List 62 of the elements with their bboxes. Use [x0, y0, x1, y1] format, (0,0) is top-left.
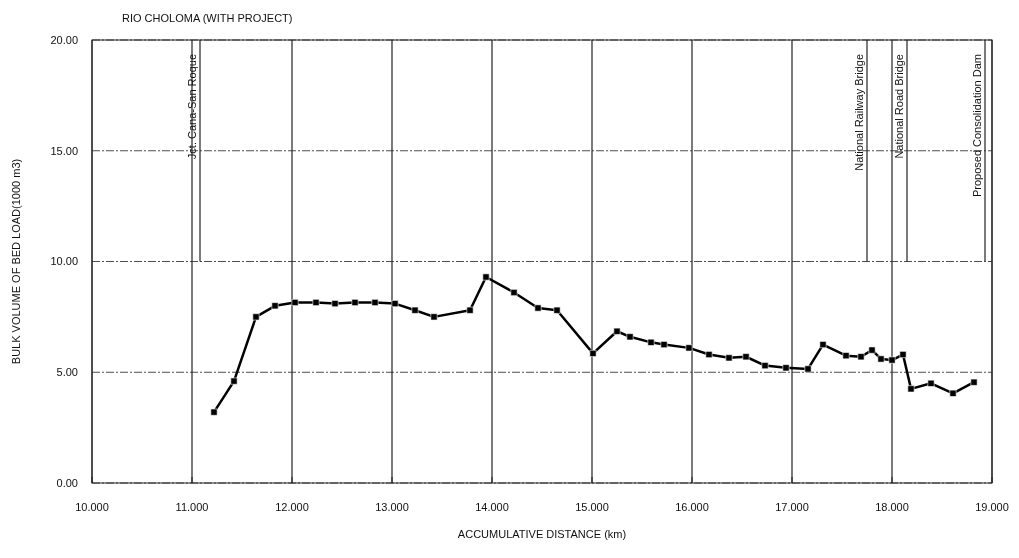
point [230, 377, 238, 385]
point [626, 333, 634, 341]
point [725, 354, 733, 362]
point [351, 299, 359, 306]
point [742, 353, 750, 361]
point [371, 299, 379, 306]
ref-line-label: Jct. Cana-San Roque [186, 54, 198, 160]
x-tick-label: 16.000 [675, 501, 709, 513]
y-tick-label: 5.00 [56, 366, 78, 379]
point [482, 273, 490, 281]
point [868, 346, 876, 354]
point [647, 338, 655, 346]
point [970, 378, 978, 386]
point [589, 349, 597, 357]
ref-line-label: Proposed Consolidation Dam [971, 54, 983, 198]
x-tick-label: 13.000 [375, 501, 409, 513]
point [466, 306, 474, 314]
ref-line-label: National Railway Bridge [853, 54, 865, 171]
point [819, 341, 827, 349]
point [312, 299, 320, 306]
point [685, 344, 693, 352]
point [510, 289, 518, 296]
point [613, 327, 621, 335]
x-tick-label: 12.000 [275, 501, 309, 513]
x-tick-label: 10.000 [75, 501, 109, 513]
point [761, 362, 769, 370]
point [877, 355, 885, 363]
ref-line-label: National Road Bridge [893, 54, 905, 159]
y-tick-label: 0.00 [56, 476, 78, 489]
point [291, 299, 299, 306]
x-tick-label: 19.000 [975, 501, 1009, 513]
point [888, 356, 896, 364]
point [949, 389, 957, 397]
point [430, 313, 438, 321]
y-axis-title: BULK VOLUME OF BED LOAD(1000 m3) [10, 158, 22, 365]
point [907, 385, 915, 393]
x-tick-label: 15.000 [575, 501, 609, 513]
y-tick-label: 10.00 [50, 255, 78, 268]
chart-title: RIO CHOLOMA (WITH PROJECT) [122, 12, 293, 24]
x-tick-label: 18.000 [875, 501, 909, 513]
point [660, 341, 668, 349]
point [411, 306, 419, 314]
y-tick-label: 20.00 [50, 33, 78, 46]
x-tick-label: 14.000 [475, 501, 509, 513]
x-axis-title: ACCUMULATIVE DISTANCE (km) [457, 528, 627, 540]
point [271, 302, 279, 310]
point [705, 351, 713, 358]
point [782, 364, 790, 372]
point [857, 353, 865, 361]
point [842, 352, 850, 360]
point [210, 408, 218, 416]
y-tick-label: 15.00 [50, 144, 78, 157]
point [534, 304, 542, 312]
x-tick-label: 11.000 [175, 501, 209, 513]
point [927, 379, 935, 387]
point [331, 300, 339, 308]
point [804, 365, 812, 373]
point [899, 351, 907, 358]
point [391, 300, 399, 308]
point [252, 313, 260, 321]
point [553, 306, 561, 314]
x-tick-label: 17.000 [775, 501, 809, 513]
